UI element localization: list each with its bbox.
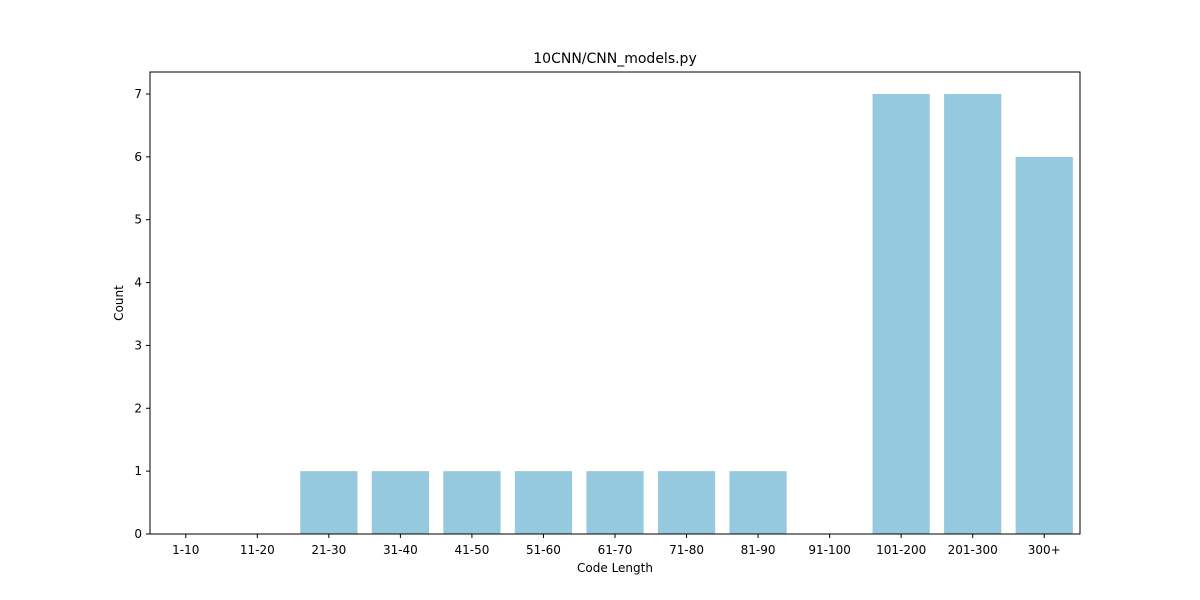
- x-axis-label: Code Length: [577, 561, 653, 575]
- y-tick-label: 1: [134, 464, 142, 478]
- bar-300+: [1015, 156, 1073, 534]
- x-tick-label: 61-70: [598, 543, 633, 557]
- x-tick-label: 201-300: [948, 543, 998, 557]
- chart-title: 10CNN/CNN_models.py: [533, 51, 696, 67]
- bar-101-200: [872, 94, 930, 534]
- x-tick-label: 51-60: [526, 543, 561, 557]
- x-tick-label: 41-50: [454, 543, 489, 557]
- bar-41-50: [443, 471, 501, 534]
- y-tick-label: 7: [134, 87, 142, 101]
- bar-21-30: [300, 471, 358, 534]
- x-tick-label: 81-90: [741, 543, 776, 557]
- bar-71-80: [657, 471, 716, 534]
- bar-51-60: [514, 471, 573, 534]
- x-tick-label: 91-100: [808, 543, 851, 557]
- y-tick-label: 6: [134, 150, 142, 164]
- bar-31-40: [371, 471, 429, 534]
- y-tick-label: 5: [134, 213, 142, 227]
- y-tick-label: 2: [134, 401, 142, 415]
- x-tick-label: 71-80: [669, 543, 704, 557]
- x-tick-label: 21-30: [311, 543, 346, 557]
- x-axis: 1-10 11-20 21-30 31-40 41-50 51-60 61-70 71-80 8…: [172, 534, 1061, 557]
- x-tick-label: 1-10: [172, 543, 199, 557]
- y-tick-label: 3: [134, 338, 142, 352]
- x-tick-label: 31-40: [383, 543, 418, 557]
- x-tick-label: 300+: [1028, 543, 1061, 557]
- y-tick-label: 0: [134, 527, 142, 541]
- bar-81-90: [729, 471, 787, 534]
- x-tick-label: 11-20: [240, 543, 275, 557]
- plot-frame: [149, 71, 1081, 535]
- bar-201-300: [944, 94, 1002, 534]
- y-axis: 0 1 2 3 4 5 6 7: [134, 87, 150, 541]
- bars-group: [300, 94, 1073, 534]
- bar-61-70: [586, 471, 644, 534]
- y-axis-label: Count: [112, 285, 126, 321]
- x-tick-label: 101-200: [876, 543, 926, 557]
- y-tick-label: 4: [134, 276, 142, 290]
